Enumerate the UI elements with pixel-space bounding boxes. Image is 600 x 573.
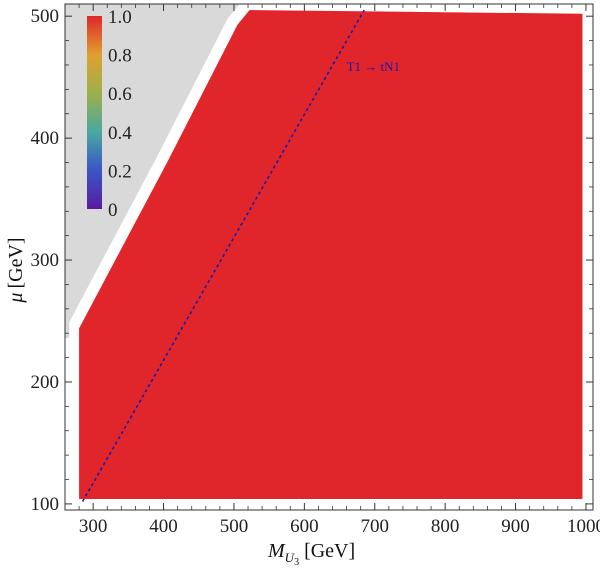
y-tick-label: 300 bbox=[31, 250, 60, 271]
x-tick-label: 300 bbox=[79, 516, 108, 537]
colorbar: 1.0 0.8 0.6 0.4 0.2 0 bbox=[87, 7, 132, 221]
y-axis-title-main: μ bbox=[5, 293, 27, 304]
x-tick-label: 400 bbox=[149, 516, 178, 537]
threshold-line bbox=[81, 9, 365, 502]
x-tick-label: 900 bbox=[501, 516, 530, 537]
y-axis-title: μ [GeV] bbox=[5, 237, 27, 303]
x-tick-label: 700 bbox=[361, 516, 390, 537]
colorbar-label: 0.4 bbox=[108, 123, 132, 144]
allowed-region bbox=[79, 10, 583, 500]
x-axis-title-sub: U bbox=[285, 550, 296, 565]
y-tick-label: 100 bbox=[31, 494, 60, 515]
y-axis-title-unit: [GeV] bbox=[5, 237, 27, 288]
colorbar-label: 0.2 bbox=[108, 161, 132, 182]
x-tick-label: 800 bbox=[431, 516, 460, 537]
x-axis-title: MU3 [GeV] bbox=[267, 540, 355, 568]
x-tick-label: 1000 bbox=[567, 516, 600, 537]
y-axis: 100 200 300 400 500 bbox=[31, 6, 593, 515]
excluded-region bbox=[65, 4, 240, 339]
x-tick-label: 600 bbox=[290, 516, 319, 537]
y-tick-label: 400 bbox=[31, 128, 60, 149]
y-tick-label: 500 bbox=[31, 6, 60, 27]
x-axis-title-subsub: 3 bbox=[294, 557, 299, 568]
colorbar-label: 0.8 bbox=[108, 46, 132, 67]
colorbar-label: 0 bbox=[108, 200, 118, 221]
x-axis-title-main: M bbox=[267, 540, 286, 562]
colorbar-gradient bbox=[87, 16, 102, 209]
colorbar-labels: 1.0 0.8 0.6 0.4 0.2 0 bbox=[108, 7, 132, 221]
y-tick-label: 200 bbox=[31, 372, 60, 393]
colorbar-label: 1.0 bbox=[108, 7, 132, 28]
x-axis: 300 400 500 600 700 800 900 1000 bbox=[78, 4, 600, 537]
x-tick-label: 500 bbox=[220, 516, 249, 537]
x-axis-title-unit: [GeV] bbox=[304, 540, 355, 562]
colorbar-label: 0.6 bbox=[108, 84, 132, 105]
threshold-label: T1 → tN1 bbox=[347, 59, 400, 74]
plot-frame bbox=[64, 3, 594, 511]
